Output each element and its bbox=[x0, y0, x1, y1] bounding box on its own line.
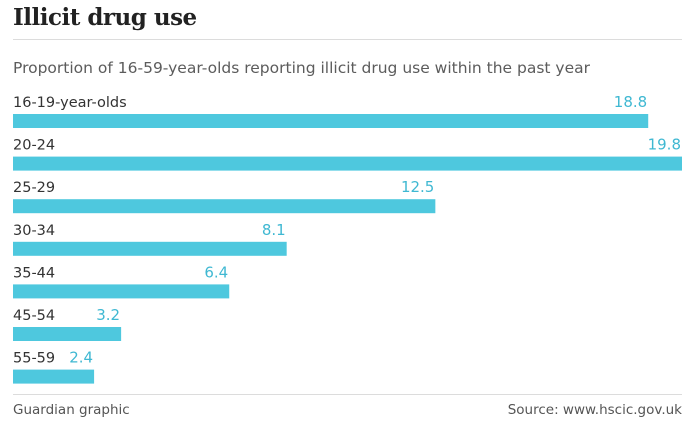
bar-35-44 bbox=[13, 284, 230, 299]
category-label-16-19-year-olds: 16-19-year-olds bbox=[13, 95, 127, 111]
footer-divider bbox=[13, 394, 682, 395]
value-label-25-29: 12.5 bbox=[401, 178, 434, 196]
title-divider bbox=[13, 39, 682, 40]
category-label-55-59: 55-59 bbox=[13, 351, 55, 367]
bar-30-34 bbox=[13, 241, 287, 256]
category-label-25-29: 25-29 bbox=[13, 180, 55, 196]
value-label-35-44: 6.4 bbox=[204, 263, 228, 281]
value-label-20-24: 19.8 bbox=[648, 136, 681, 154]
category-label-45-54: 45-54 bbox=[13, 308, 55, 324]
category-label-20-24: 20-24 bbox=[13, 138, 55, 154]
value-label-45-54: 3.2 bbox=[96, 306, 120, 324]
bar-55-59 bbox=[13, 369, 95, 384]
value-label-16-19-year-olds: 18.8 bbox=[614, 93, 647, 111]
bar-20-24 bbox=[13, 156, 682, 171]
bar-25-29 bbox=[13, 199, 436, 214]
chart-title: Illicit drug use bbox=[13, 4, 197, 31]
value-label-30-34: 8.1 bbox=[262, 221, 286, 239]
bar-45-54 bbox=[13, 327, 122, 341]
source-text: Source: www.hscic.gov.uk bbox=[507, 402, 682, 418]
category-label-35-44: 35-44 bbox=[13, 265, 55, 281]
credit-text: Guardian graphic bbox=[13, 402, 130, 418]
bar-16-19-year-olds bbox=[13, 114, 649, 128]
chart-subtitle: Proportion of 16-59-year-olds reporting … bbox=[13, 59, 590, 77]
category-label-30-34: 30-34 bbox=[13, 223, 55, 239]
value-label-55-59: 2.4 bbox=[69, 349, 93, 367]
